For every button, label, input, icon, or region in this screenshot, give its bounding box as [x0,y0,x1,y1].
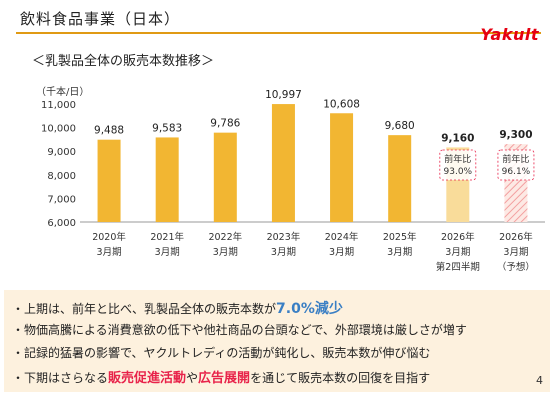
bullet-highlight: 販売促進活動 [108,371,187,386]
annotation-text: 93.0% [444,167,473,177]
bullet-text: ・記録的猛暑の影響で、ヤクルトレディの活動が鈍化し、販売本数が伸び悩む [12,346,431,360]
annotation-box [439,149,477,181]
bullet-text: ・下期はさらなる [12,371,109,385]
x-tick-label: 2025年 [383,231,417,243]
data-label: 9,300 [499,129,532,141]
title-underline [16,32,541,34]
bullet-highlight: 広告展開 [198,371,251,386]
x-tick-label: （予想） [497,261,535,273]
bullet-text: ・上期は、前年と比べ、乳製品全体の販売本数が [12,302,277,316]
bar [97,139,121,222]
bullet-highlight: 7.0%減少 [276,301,343,317]
data-label: 10,608 [323,98,360,110]
bullet-item: ・下期はさらなる販売促進活動や広告展開を通じて販売本数の回復を目指す [12,367,430,386]
x-tick-label: 2022年 [208,231,242,243]
bar [388,135,412,222]
x-tick-label: 3月期 [271,247,296,258]
y-tick-label: 10,000 [41,124,76,135]
bar [271,104,295,222]
data-label: 9,160 [441,132,474,144]
bullet-item: ・記録的猛暑の影響で、ヤクルトレディの活動が鈍化し、販売本数が伸び悩む [12,344,430,361]
chart-title: ＜乳製品全体の販売本数推移＞ [32,54,215,69]
data-label: 9,488 [94,125,124,137]
bullet-text: や [186,371,199,385]
brand-logo: Yakult [480,25,539,44]
annotation-text: 前年比 [444,153,471,165]
x-tick-label: 3月期 [329,247,354,258]
x-tick-label: 2021年 [150,231,184,243]
bullet-item: ・上期は、前年と比べ、乳製品全体の販売本数が7.0%減少 [12,298,343,318]
annotation-box [497,149,535,181]
annotation-text: 96.1% [502,167,531,177]
page-number: 4 [536,374,543,387]
x-tick-label: 2020年 [92,231,126,243]
x-tick-label: 3月期 [503,247,528,258]
x-tick-label: 第2四半期 [436,261,480,273]
data-label: 9,786 [210,118,240,130]
data-label: 9,680 [385,120,415,132]
page-title: 飲料食品事業（日本） [20,10,181,28]
y-tick-label: 9,000 [47,147,76,158]
bar [330,113,354,222]
bar-chart: （千本/日） 6,000 7,000 8,000 9,000 10,000 11,000 9,… [36,85,545,273]
y-tick-label: 11,000 [41,100,76,111]
chart-layer: （千本/日） 6,000 7,000 8,000 9,000 10,000 11,000 9,… [36,85,545,273]
x-tick-label: 3月期 [155,247,180,258]
bullet-text: を通じて販売本数の回復を目指す [250,371,431,385]
bullet-text: ・物価高騰による消費意欲の低下や他社商品の台頭などで、外部環境は厳しさが増す [12,323,467,337]
annotation-text: 前年比 [502,153,529,165]
bullet-panel: ・上期は、前年と比べ、乳製品全体の販売本数が7.0%減少 ・物価高騰による消費意… [4,290,550,392]
x-tick-label: 2026年 [441,231,475,243]
x-tick-label: 2024年 [325,231,359,243]
x-tick-label: 3月期 [387,247,412,258]
x-tick-label: 3月期 [97,247,122,258]
y-tick-label: 6,000 [47,218,76,229]
x-tick-label: 2023年 [267,231,301,243]
bullet-item: ・物価高騰による消費意欲の低下や他社商品の台頭などで、外部環境は厳しさが増す [12,321,467,338]
x-tick-label: 3月期 [445,247,470,258]
y-tick-label: 7,000 [47,194,76,205]
data-label: 10,997 [265,89,302,101]
y-tick-label: 8,000 [47,171,76,182]
bar [213,132,237,222]
bar [155,137,179,222]
data-label: 9,583 [152,122,182,134]
x-tick-label: 3月期 [213,247,238,258]
y-axis-label: （千本/日） [36,85,89,98]
x-tick-label: 2026年 [499,231,533,243]
